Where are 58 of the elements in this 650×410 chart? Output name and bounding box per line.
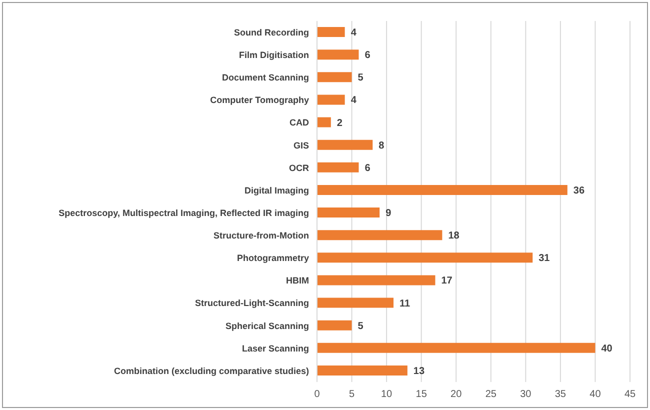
- x-tick-label: 5: [348, 389, 355, 400]
- y-tick-label: HBIM: [286, 276, 309, 286]
- x-tick-label: 0: [314, 389, 320, 400]
- data-label: 11: [400, 298, 411, 310]
- y-tick-label: Combination (excluding comparative studies): [114, 366, 309, 376]
- x-tick-label: 10: [380, 389, 393, 400]
- x-tick-label: 25: [485, 389, 497, 400]
- y-tick-label: Film Digitisation: [238, 50, 309, 60]
- bar: [317, 342, 596, 353]
- data-label: 5: [358, 320, 364, 332]
- data-label: 2: [336, 118, 343, 129]
- y-tick-label: Structure-from-Motion: [214, 230, 309, 241]
- bar: [317, 275, 436, 286]
- bar: [317, 208, 380, 218]
- data-label: 17: [441, 276, 453, 287]
- y-tick-label: GIS: [293, 140, 309, 150]
- bar: [317, 230, 442, 240]
- x-tick-label: 35: [554, 389, 566, 400]
- bar: [317, 320, 352, 330]
- y-tick-label: Digital Imaging: [244, 185, 309, 196]
- y-tick-label: Photogrammetry: [236, 253, 309, 264]
- data-label: 40: [601, 343, 613, 354]
- bar: [317, 184, 568, 195]
- bar: [317, 94, 345, 105]
- x-tick-label: 15: [416, 389, 428, 400]
- y-tick-label: Document Scanning: [222, 72, 309, 83]
- y-tick-label: Sound Recording: [234, 27, 309, 38]
- data-label: 8: [378, 140, 385, 152]
- bar: [317, 298, 394, 308]
- data-label: 4: [350, 28, 357, 39]
- y-tick-label: Computer Tomography: [210, 95, 309, 106]
- bar: [317, 27, 345, 37]
- bar: [317, 140, 373, 150]
- bar: [317, 72, 352, 82]
- y-tick-label: CAD: [290, 118, 310, 128]
- data-label: 9: [386, 208, 392, 220]
- y-tick-label: Structured-Light-Scanning: [195, 298, 309, 308]
- bar: [317, 162, 359, 172]
- x-tick-label: 20: [450, 389, 462, 400]
- data-label: 13: [413, 366, 425, 377]
- data-label: 6: [364, 162, 371, 174]
- x-tick-label: 45: [624, 389, 636, 400]
- bar: [317, 50, 359, 60]
- data-label: 5: [358, 72, 364, 84]
- y-tick-label: Spectroscopy, Multispectral Imaging, Reflected IR imaging: [58, 208, 309, 218]
- bar: [317, 117, 331, 128]
- bar: [317, 365, 408, 376]
- data-label: 6: [364, 50, 371, 62]
- data-label: 31: [538, 253, 550, 264]
- x-tick-label: 40: [590, 389, 602, 400]
- y-tick-label: OCR: [289, 162, 310, 173]
- data-label: 36: [573, 185, 585, 196]
- x-tick-label: 30: [520, 389, 532, 400]
- data-label: 4: [350, 95, 357, 106]
- y-tick-label: Spherical Scanning: [225, 320, 309, 331]
- data-label: 18: [448, 230, 460, 242]
- y-tick-label: Laser Scanning: [242, 343, 309, 354]
- bar: [317, 252, 533, 263]
